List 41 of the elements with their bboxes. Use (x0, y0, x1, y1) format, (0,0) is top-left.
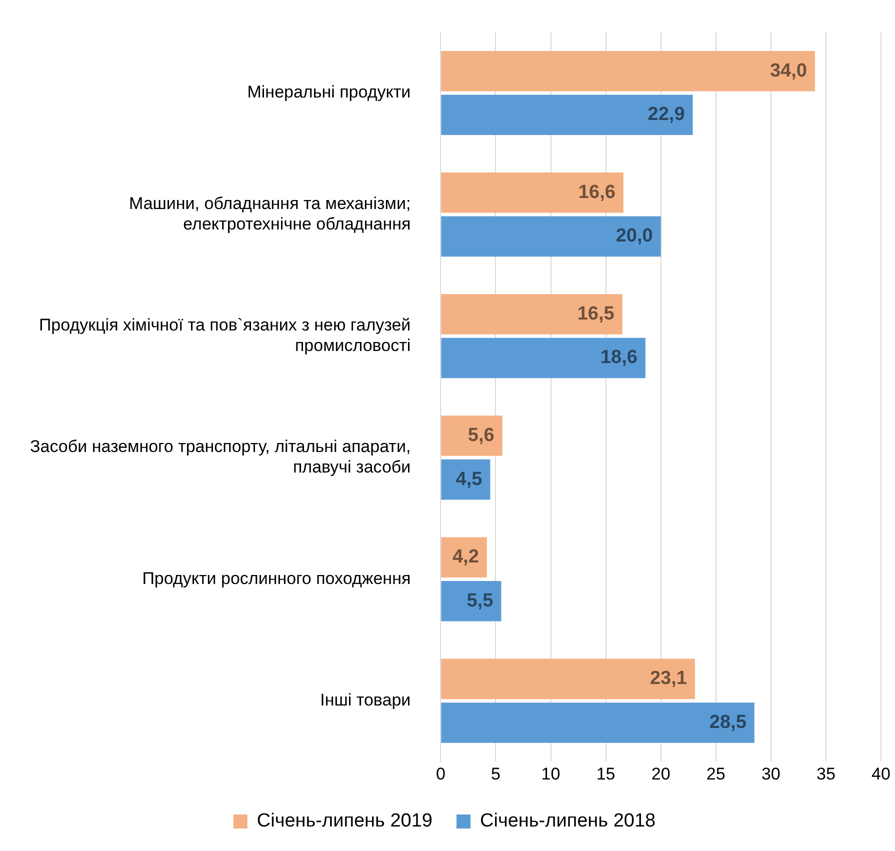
bar (441, 172, 624, 213)
bar (441, 537, 487, 578)
data-label: 16,6 (578, 182, 616, 203)
x-tick-label: 40 (872, 764, 890, 784)
y-tick-label: Продукція хімічної та пов`язаних з нею галузей промисловості (38, 316, 411, 356)
data-label: 18,6 (600, 347, 638, 368)
y-tick-label: Машини, обладнання та механізми; електротехнічне обладнання (128, 194, 411, 234)
x-tick-label: 10 (541, 764, 560, 784)
y-tick-label: Продукти рослинного походження (142, 568, 411, 588)
data-label: 20,0 (616, 226, 653, 247)
x-tick-label: 25 (706, 764, 726, 784)
legend-label: Січень-липень 2019 (256, 810, 433, 832)
y-tick-label: Інші товари (320, 690, 411, 710)
y-tick-label: Мінеральні продукти (247, 82, 411, 102)
bar (441, 216, 661, 257)
x-tick-label: 20 (651, 764, 670, 784)
bar (441, 459, 490, 500)
bar (441, 50, 815, 92)
x-tick-label: 5 (490, 764, 500, 784)
x-tick-label: 30 (761, 764, 780, 784)
data-label: 34,0 (770, 60, 807, 82)
data-label: 4,2 (452, 546, 479, 568)
bar (441, 294, 622, 334)
data-label: 5,5 (466, 590, 494, 612)
x-tick-label: 0 (436, 764, 446, 784)
data-label: 5,6 (468, 425, 494, 446)
x-tick-label: 15 (596, 764, 616, 784)
data-label: 22,9 (648, 104, 685, 126)
legend-label: Січень-липень 2018 (480, 810, 656, 832)
y-tick-label: Засоби наземного транспорту, літальні апарати, плавучі засоби (30, 437, 411, 477)
x-tick-label: 35 (816, 764, 836, 784)
bar (441, 658, 695, 700)
data-label: 16,5 (577, 303, 615, 324)
bar (441, 94, 693, 135)
bar (441, 416, 502, 456)
data-label: 28,5 (709, 712, 747, 733)
bar (441, 581, 502, 622)
data-label: 23,1 (650, 668, 688, 690)
bar (441, 702, 754, 743)
bar (441, 338, 646, 378)
data-label: 4,5 (456, 468, 483, 490)
